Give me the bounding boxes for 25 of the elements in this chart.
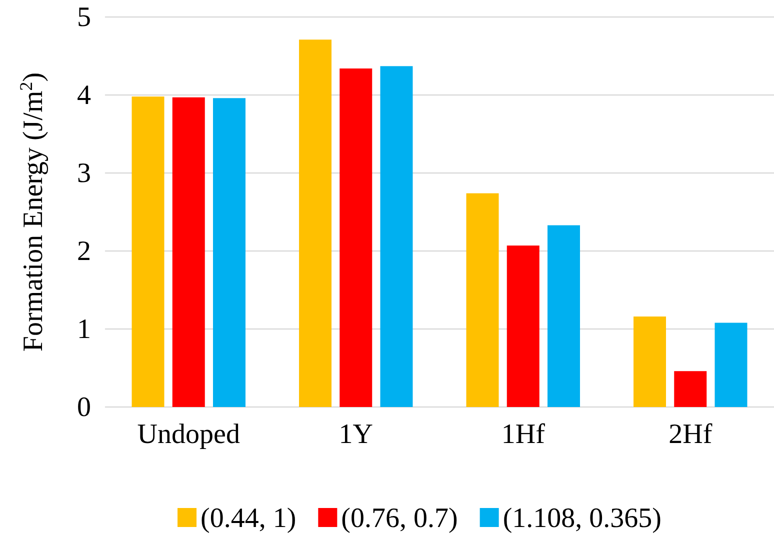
bar bbox=[674, 371, 707, 407]
legend-label: (0.44, 1) bbox=[200, 502, 296, 534]
legend-label: (1.108, 0.365) bbox=[502, 502, 662, 534]
bar bbox=[714, 322, 748, 407]
x-tick-label: 2Hf bbox=[668, 418, 713, 450]
y-tick-label: 2 bbox=[77, 236, 91, 267]
y-tick-label: 1 bbox=[77, 314, 91, 345]
bar bbox=[340, 68, 372, 407]
y-tick-label: 5 bbox=[77, 2, 91, 33]
y-tick-label: 0 bbox=[77, 392, 91, 423]
y-tick-label: 3 bbox=[77, 158, 91, 189]
legend-label: (0.76, 0.7) bbox=[341, 502, 458, 534]
x-tick-label: 1Hf bbox=[501, 418, 546, 450]
bar bbox=[634, 316, 666, 407]
bar bbox=[172, 97, 205, 407]
bar bbox=[299, 40, 332, 407]
bar bbox=[212, 98, 246, 407]
bar bbox=[380, 66, 413, 407]
x-tick-label: 1Y bbox=[338, 418, 373, 450]
x-tick-label: Undoped bbox=[137, 418, 240, 450]
y-tick-label: 4 bbox=[77, 80, 91, 111]
bar bbox=[132, 96, 164, 407]
bar bbox=[547, 225, 580, 407]
bar bbox=[466, 193, 499, 407]
bar bbox=[506, 246, 540, 407]
